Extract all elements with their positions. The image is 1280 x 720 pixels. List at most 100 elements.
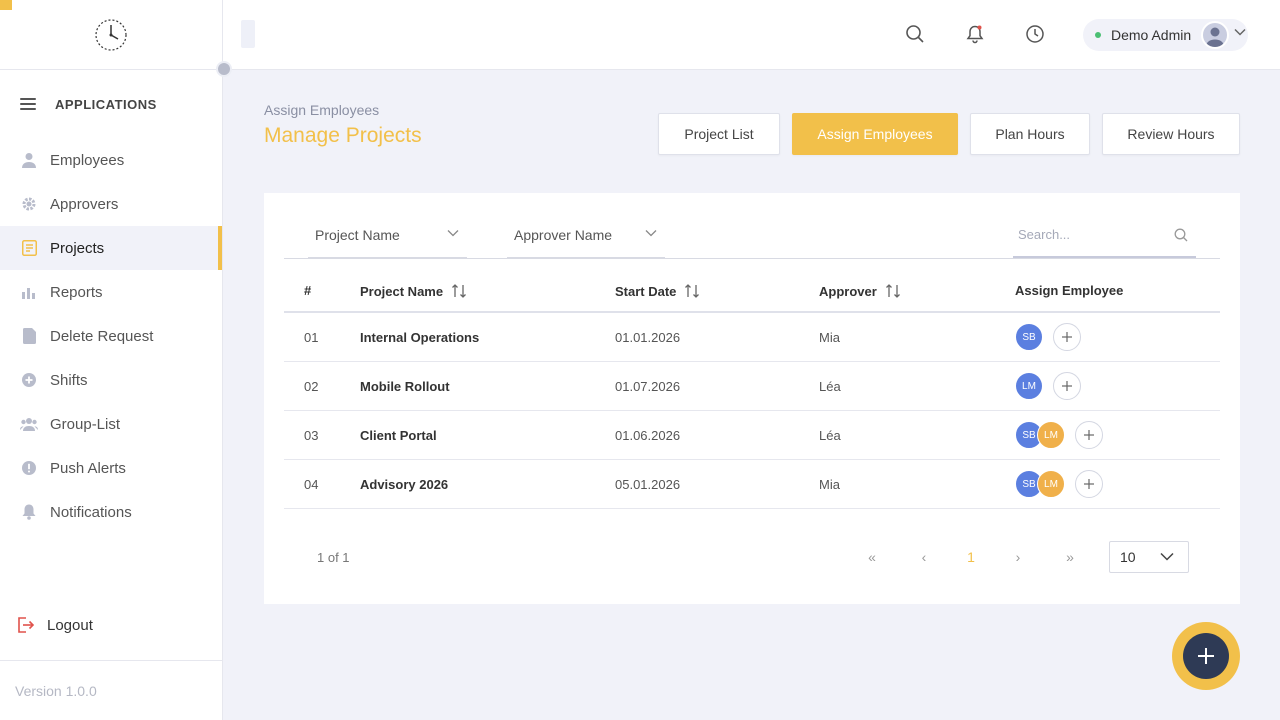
sidebar-collapse-handle[interactable] (216, 61, 232, 77)
project-name: Mobile Rollout (360, 379, 450, 394)
column-header-project-name[interactable]: Project Name (360, 283, 467, 299)
search-field (1013, 213, 1196, 258)
add-employee-button[interactable] (1053, 372, 1081, 400)
search-icon[interactable] (903, 22, 927, 46)
pagination-info: 1 of 1 (317, 550, 350, 565)
add-project-fab[interactable] (1172, 622, 1240, 690)
applications-label: APPLICATIONS (55, 96, 157, 112)
logout-button[interactable]: Logout (17, 616, 93, 634)
plus-icon (1062, 332, 1072, 342)
approver: Mia (819, 477, 840, 492)
next-page-button[interactable]: › (1015, 549, 1021, 565)
start-date: 01.06.2026 (615, 428, 681, 443)
page-number-button[interactable]: 1 (967, 549, 975, 565)
fab-inner (1183, 633, 1229, 679)
employee-avatar[interactable]: SB (1015, 323, 1043, 351)
approver-name-filter[interactable]: Approver Name (507, 213, 665, 258)
search-input[interactable] (1013, 227, 1163, 242)
add-employee-button[interactable] (1075, 421, 1103, 449)
add-employee-button[interactable] (1053, 323, 1081, 351)
assigned-employees: SB (1015, 323, 1081, 351)
sidebar-item-notifications[interactable]: Notifications (0, 490, 222, 534)
previous-page-button[interactable]: ‹ (921, 549, 927, 565)
sidebar-nav: Employees Approvers Projects Reports Del… (0, 138, 222, 534)
topbar: Demo Admin (223, 0, 1280, 70)
sidebar-item-reports[interactable]: Reports (0, 270, 222, 314)
chevron-down-icon (1160, 552, 1174, 561)
sidebar-item-label: Projects (50, 239, 105, 257)
sidebar-item-label: Approvers (50, 195, 119, 213)
plus-circle-icon (20, 371, 38, 389)
last-page-button[interactable]: » (1066, 549, 1074, 565)
topbar-placeholder (241, 20, 255, 48)
sort-icon[interactable] (684, 283, 700, 299)
clock-icon[interactable] (1023, 22, 1047, 46)
breadcrumb: Assign Employees (264, 102, 380, 118)
approver: Léa (819, 379, 841, 394)
sidebar-item-push-alerts[interactable]: Push Alerts (0, 446, 222, 490)
sidebar-item-shifts[interactable]: Shifts (0, 358, 222, 402)
version-label: Version 1.0.0 (0, 660, 222, 720)
tab-review-hours[interactable]: Review Hours (1102, 113, 1240, 155)
bell-icon[interactable] (963, 22, 987, 46)
document-icon (20, 239, 38, 257)
online-status-dot (1095, 32, 1101, 38)
sort-icon[interactable] (451, 283, 467, 299)
column-header-number: # (304, 283, 312, 298)
sidebar-item-employees[interactable]: Employees (0, 138, 222, 182)
employee-avatar[interactable]: LM (1037, 421, 1065, 449)
column-header-approver[interactable]: Approver (819, 283, 901, 299)
sidebar-item-group-list[interactable]: Group-List (0, 402, 222, 446)
assigned-employees: SB LM (1015, 421, 1103, 449)
projects-card: Project Name Approver Name # Project Nam… (264, 193, 1240, 604)
logout-label: Logout (47, 616, 93, 634)
sidebar-item-label: Reports (50, 283, 103, 301)
employee-avatar[interactable]: LM (1015, 372, 1043, 400)
tab-assign-employees[interactable]: Assign Employees (792, 113, 958, 155)
user-menu[interactable]: Demo Admin (1083, 19, 1248, 51)
search-icon[interactable] (1174, 228, 1188, 242)
page-title: Manage Projects (264, 124, 422, 147)
table-row: 04 Advisory 2026 05.01.2026 Mia SB LM (284, 460, 1220, 509)
group-icon (20, 415, 38, 433)
sidebar-item-approvers[interactable]: Approvers (0, 182, 222, 226)
corner-mark (0, 0, 12, 10)
sidebar-item-label: Shifts (50, 371, 88, 389)
user-icon (20, 151, 38, 169)
chart-icon (20, 283, 38, 301)
menu-icon[interactable] (20, 98, 36, 110)
page-size-select[interactable]: 10 (1109, 541, 1189, 573)
sidebar-item-delete-request[interactable]: Delete Request (0, 314, 222, 358)
project-name: Client Portal (360, 428, 437, 443)
approver: Léa (819, 428, 841, 443)
table-row: 01 Internal Operations 01.01.2026 Mia SB (284, 313, 1220, 362)
chevron-down-icon[interactable] (1234, 28, 1246, 36)
table-header: # Project Name Start Date Approver Assig… (284, 271, 1220, 313)
logo-area (0, 0, 222, 70)
row-number: 03 (304, 428, 319, 443)
project-name-filter[interactable]: Project Name (308, 213, 467, 258)
column-header-assign-employee: Assign Employee (1015, 283, 1124, 298)
start-date: 05.01.2026 (615, 477, 681, 492)
tab-plan-hours[interactable]: Plan Hours (970, 113, 1090, 155)
avatar (1201, 21, 1230, 49)
sort-icon[interactable] (885, 283, 901, 299)
add-employee-button[interactable] (1075, 470, 1103, 498)
column-header-start-date[interactable]: Start Date (615, 283, 700, 299)
start-date: 01.07.2026 (615, 379, 681, 394)
tab-project-list[interactable]: Project List (658, 113, 780, 155)
employee-avatar[interactable]: LM (1037, 470, 1065, 498)
user-name: Demo Admin (1111, 27, 1192, 43)
plus-icon (1198, 648, 1214, 664)
applications-header: APPLICATIONS (0, 70, 222, 138)
first-page-button[interactable]: « (868, 549, 876, 565)
sidebar-item-projects[interactable]: Projects (0, 226, 222, 270)
row-number: 02 (304, 379, 319, 394)
logo-icon (95, 18, 127, 51)
chevron-down-icon (447, 230, 459, 237)
start-date: 01.01.2026 (615, 330, 681, 345)
plus-icon (1084, 430, 1094, 440)
alert-icon (20, 459, 38, 477)
row-number: 04 (304, 477, 319, 492)
table-row: 02 Mobile Rollout 01.07.2026 Léa LM (284, 362, 1220, 411)
